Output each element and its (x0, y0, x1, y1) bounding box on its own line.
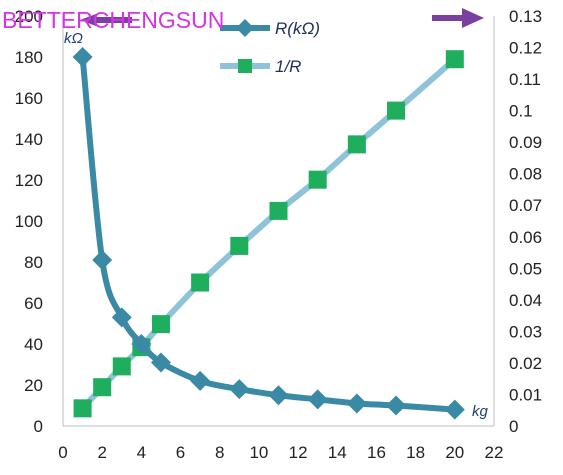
x-tick-label: 8 (215, 443, 224, 462)
y-left-tick-label: 180 (15, 48, 43, 67)
data-point-inv-r (387, 101, 406, 120)
y-left-tick-label: 200 (15, 7, 43, 26)
data-point-inv-r (93, 378, 112, 397)
y-right-tick-label: 0.06 (509, 228, 542, 247)
data-point-inv-r (308, 170, 327, 189)
y-left-tick-label: 40 (24, 335, 43, 354)
x-tick-label: 16 (367, 443, 386, 462)
y-left-unit-label: kΩ (64, 30, 83, 47)
y-right-tick-label: 0.11 (509, 70, 541, 89)
data-point-r (72, 47, 93, 67)
data-point-r (386, 395, 407, 416)
x-tick-label: 10 (249, 443, 268, 462)
y-right-tick-label: 0.12 (509, 39, 542, 58)
y-right-tick-label: 0.13 (509, 7, 542, 26)
y-left-tick-label: 140 (15, 130, 43, 149)
y-left-tick-label: 160 (15, 89, 43, 108)
y-right-tick-label: 0.07 (509, 196, 542, 215)
y-left-tick-label: 20 (24, 376, 43, 395)
y-right-tick-label: 0.04 (509, 291, 542, 310)
data-point-r (111, 307, 132, 328)
y-left-tick-label: 60 (24, 294, 43, 313)
x-tick-label: 0 (58, 443, 67, 462)
x-tick-label: 14 (328, 443, 347, 462)
data-point-r (229, 379, 250, 400)
y-right-tick-label: 0.1 (509, 102, 533, 121)
y-right-tick-label: 0.02 (509, 354, 542, 373)
legend-item-inv-r: 1/R (220, 57, 301, 76)
legend-diamond-marker (236, 19, 254, 37)
data-point-inv-r (230, 236, 249, 255)
y-left-tick-label: 0 (34, 417, 43, 436)
data-point-inv-r (445, 50, 464, 69)
y-right-tick-label: 0.05 (509, 259, 542, 278)
x-tick-label: 22 (485, 443, 504, 462)
y-left-tick-label: 100 (15, 212, 43, 231)
x-tick-label: 6 (176, 443, 185, 462)
x-tick-label: 20 (445, 443, 464, 462)
left-arrow-icon (80, 14, 132, 26)
data-point-inv-r (151, 315, 170, 334)
data-point-r (150, 352, 171, 373)
data-point-r (307, 389, 328, 410)
y-right-tick-label: 0.08 (509, 165, 542, 184)
data-point-r (92, 249, 113, 270)
data-point-inv-r (269, 201, 288, 220)
watermark-text: BETTERCHENGSUN (2, 7, 224, 33)
legend-label-inv-r: 1/R (275, 57, 301, 76)
x-tick-label: 4 (137, 443, 146, 462)
legend-label-r: R(kΩ) (275, 19, 320, 38)
x-tick-label: 18 (406, 443, 425, 462)
data-point-r (131, 334, 152, 354)
y-right-tick-label: 0 (509, 417, 518, 436)
legend-square-marker (238, 59, 252, 73)
x-tick-label: 2 (97, 443, 106, 462)
plot-area (72, 47, 465, 420)
y-right-tick-label: 0.09 (509, 133, 542, 152)
data-point-r (268, 385, 289, 406)
y-right-tick-label: 0.01 (509, 385, 542, 404)
data-point-inv-r (347, 135, 366, 154)
y-right-tick-label: 0.03 (509, 322, 542, 341)
y-left-tick-label: 120 (15, 171, 43, 190)
x-tick-label: 12 (289, 443, 308, 462)
legend-item-r: R(kΩ) (220, 19, 320, 38)
tick-labels: 0 2 4 6 8 10 12 14 16 18 20 22 0 20 40 60 80 100 120 140 160… (15, 7, 542, 462)
x-unit-label: kg (472, 403, 489, 420)
data-point-inv-r (112, 357, 131, 376)
y-left-tick-label: 80 (24, 253, 43, 272)
data-point-inv-r (191, 273, 210, 292)
legend: R(kΩ) 1/R (220, 19, 320, 76)
data-point-r (346, 393, 367, 414)
right-arrow-icon (432, 8, 484, 28)
data-point-r (444, 399, 465, 420)
data-point-r (190, 370, 211, 391)
data-point-inv-r (73, 399, 92, 418)
